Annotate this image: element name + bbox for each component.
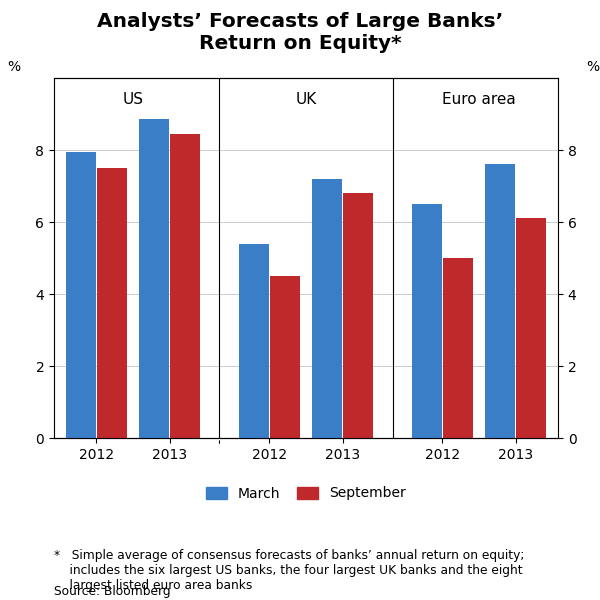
Text: Analysts’ Forecasts of Large Banks’
Return on Equity*: Analysts’ Forecasts of Large Banks’ Retu… — [97, 12, 503, 53]
Bar — [139, 119, 169, 438]
Text: %: % — [7, 61, 20, 74]
Bar — [443, 258, 473, 438]
Bar — [517, 218, 546, 438]
Bar — [66, 152, 95, 438]
Bar — [412, 204, 442, 438]
Text: *   Simple average of consensus forecasts of banks’ annual return on equity;
   : * Simple average of consensus forecasts … — [54, 549, 524, 592]
Text: Euro area: Euro area — [442, 92, 516, 107]
Legend: March, September: March, September — [200, 481, 412, 506]
Bar — [343, 193, 373, 438]
Text: Source: Bloomberg: Source: Bloomberg — [54, 585, 170, 598]
Bar — [270, 276, 299, 438]
Bar — [313, 179, 342, 438]
Bar — [170, 134, 200, 438]
Bar — [239, 244, 269, 438]
Bar — [97, 168, 127, 438]
Text: %: % — [587, 61, 600, 74]
Text: US: US — [122, 92, 143, 107]
Text: UK: UK — [295, 92, 317, 107]
Bar — [485, 164, 515, 438]
